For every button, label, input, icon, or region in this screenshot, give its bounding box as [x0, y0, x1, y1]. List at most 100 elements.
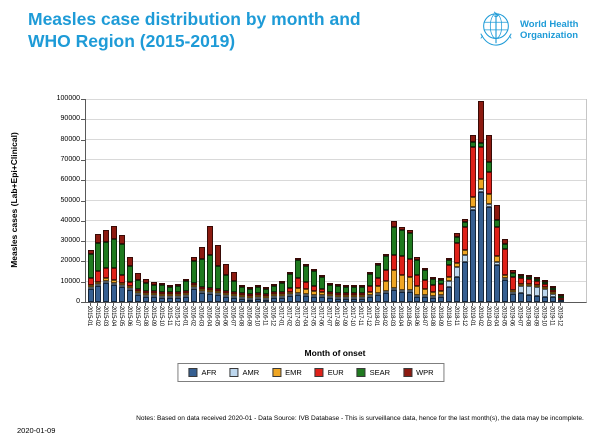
- x-tick-mark: [209, 303, 211, 306]
- bar-segment-wpr-2018-05: [406, 229, 413, 234]
- x-tick-mark: [328, 303, 330, 306]
- x-tick-label: 2015-10: [157, 306, 164, 326]
- bar-segment-sear-2017-12: [366, 274, 373, 287]
- bar-segment-afr-2017-06: [318, 297, 325, 302]
- x-tick-label: 2017-09: [341, 306, 348, 326]
- bar-2016-05: [215, 244, 222, 302]
- x-tick-mark: [376, 303, 378, 306]
- bar-segment-eur-2016-04: [207, 288, 214, 291]
- bar-segment-afr-2016-04: [207, 294, 214, 302]
- bar-segment-emr-2017-05: [310, 290, 317, 295]
- bar-segment-emr-2019-02: [478, 178, 485, 189]
- bar-segment-emr-2017-07: [326, 294, 333, 297]
- y-tick-label: 90000: [60, 115, 80, 123]
- x-tick-mark: [408, 303, 410, 306]
- bar-segment-amr-2015-11: [167, 296, 174, 299]
- x-tick-mark: [472, 303, 474, 306]
- bar-segment-wpr-2015-10: [159, 283, 166, 286]
- bar-segment-sear-2016-06: [223, 275, 230, 291]
- bar-segment-eur-2019-06: [510, 276, 517, 291]
- bar-segment-amr-2015-03: [103, 281, 110, 284]
- bar-segment-afr-2015-02: [95, 285, 102, 302]
- x-tick-mark: [121, 303, 123, 306]
- bar-segment-emr-2019-01: [470, 197, 477, 208]
- x-tick-mark: [312, 303, 314, 306]
- x-tick-label: 2017-11: [357, 306, 364, 326]
- bar-segment-eur-2019-03: [486, 171, 493, 194]
- bar-segment-emr-2016-09: [247, 295, 253, 298]
- x-tick-label: 2019-10: [540, 306, 547, 326]
- bar-segment-eur-2016-12: [270, 292, 277, 295]
- legend-swatch-wpr: [403, 368, 413, 377]
- bar-segment-amr-2019-07: [518, 286, 525, 294]
- bar-segment-wpr-2016-06: [223, 264, 230, 276]
- bar-segment-emr-2016-06: [223, 292, 230, 295]
- bar-2015-05: [119, 235, 126, 302]
- bar-segment-amr-2017-05: [310, 294, 317, 297]
- bar-segment-sear-2017-04: [302, 265, 309, 282]
- bar-segment-amr-2017-09: [342, 297, 349, 300]
- x-tick-mark: [528, 303, 530, 306]
- bar-2018-07: [422, 268, 429, 302]
- bar-segment-afr-2019-02: [478, 191, 485, 302]
- bar-2016-03: [199, 247, 206, 302]
- bar-segment-sear-2019-08: [526, 276, 533, 279]
- bar-segment-wpr-2016-04: [207, 226, 214, 255]
- bar-segment-sear-2019-06: [510, 273, 517, 277]
- bar-segment-wpr-2017-02: [286, 272, 293, 275]
- bar-segment-emr-2019-08: [526, 284, 533, 287]
- bar-2019-10: [542, 280, 549, 302]
- x-tick-mark: [320, 303, 322, 306]
- y-tick-label: 70000: [60, 155, 80, 163]
- bar-segment-sear-2016-11: [262, 289, 269, 294]
- bar-segment-sear-2017-11: [358, 287, 365, 293]
- generation-date: 2020-01-09: [17, 426, 56, 435]
- x-tick-mark: [169, 303, 171, 306]
- bar-segment-eur-2015-09: [151, 291, 158, 294]
- bar-segment-eur-2016-05: [215, 289, 222, 292]
- bar-segment-emr-2017-09: [342, 295, 349, 298]
- bar-segment-afr-2018-10: [446, 286, 453, 302]
- bar-segment-sear-2019-10: [542, 282, 549, 285]
- bar-segment-wpr-2018-08: [430, 277, 437, 280]
- x-tick-label: 2019-07: [516, 306, 523, 326]
- bar-2016-07: [231, 272, 238, 302]
- bar-segment-wpr-2017-03: [294, 258, 301, 261]
- bar-segment-emr-2016-11: [262, 295, 269, 298]
- bar-segment-emr-2015-05: [119, 282, 126, 285]
- x-tick-label: 2017-04: [301, 306, 308, 326]
- bar-segment-afr-2019-04: [494, 265, 501, 302]
- bar-segment-wpr-2016-12: [270, 284, 277, 287]
- legend-swatch-emr: [272, 368, 282, 377]
- bar-segment-emr-2018-08: [430, 291, 437, 296]
- bar-2017-10: [350, 285, 357, 302]
- bar-segment-emr-2018-03: [390, 269, 397, 289]
- bar-segment-wpr-2015-11: [167, 284, 174, 287]
- x-tick-mark: [217, 303, 219, 306]
- bar-2015-04: [111, 226, 118, 302]
- bar-segment-emr-2017-06: [318, 292, 325, 296]
- who-logo-text-line2: Organization: [520, 29, 579, 41]
- bar-2017-03: [294, 258, 301, 302]
- bar-2017-08: [334, 283, 341, 302]
- x-tick-label: 2016-08: [237, 306, 244, 326]
- legend-item-wpr: WPR: [403, 368, 434, 377]
- bar-2018-10: [446, 258, 453, 302]
- bar-segment-amr-2016-12: [270, 296, 277, 299]
- bar-segment-amr-2016-01: [183, 295, 190, 298]
- bar-segment-emr-2015-06: [127, 286, 134, 289]
- bar-segment-eur-2015-01: [87, 277, 94, 285]
- bar-segment-afr-2015-04: [111, 284, 118, 302]
- bar-segment-eur-2019-10: [542, 284, 549, 288]
- bar-segment-amr-2019-04: [494, 262, 501, 266]
- bar-segment-amr-2016-11: [262, 297, 269, 300]
- x-tick-label: 2018-10: [444, 306, 451, 326]
- x-tick-mark: [280, 303, 282, 306]
- bar-2019-06: [510, 270, 517, 302]
- legend-label-amr: AMR: [242, 368, 260, 377]
- bar-segment-wpr-2018-10: [446, 258, 453, 261]
- bar-segment-afr-2018-11: [454, 276, 461, 302]
- y-tick-label: 40000: [60, 216, 80, 224]
- bar-segment-eur-2016-08: [239, 292, 246, 295]
- bar-2015-10: [159, 283, 166, 302]
